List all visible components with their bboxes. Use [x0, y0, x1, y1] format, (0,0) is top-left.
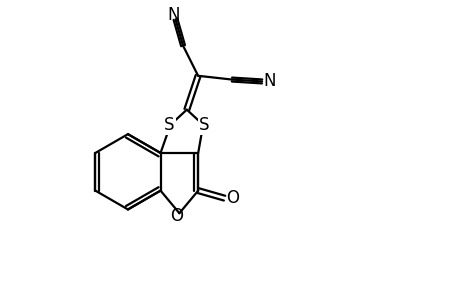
Text: N: N [263, 72, 276, 90]
Text: S: S [164, 116, 174, 134]
Text: O: O [225, 189, 239, 207]
Text: O: O [169, 207, 183, 225]
Text: N: N [167, 6, 179, 24]
Text: S: S [198, 116, 209, 134]
